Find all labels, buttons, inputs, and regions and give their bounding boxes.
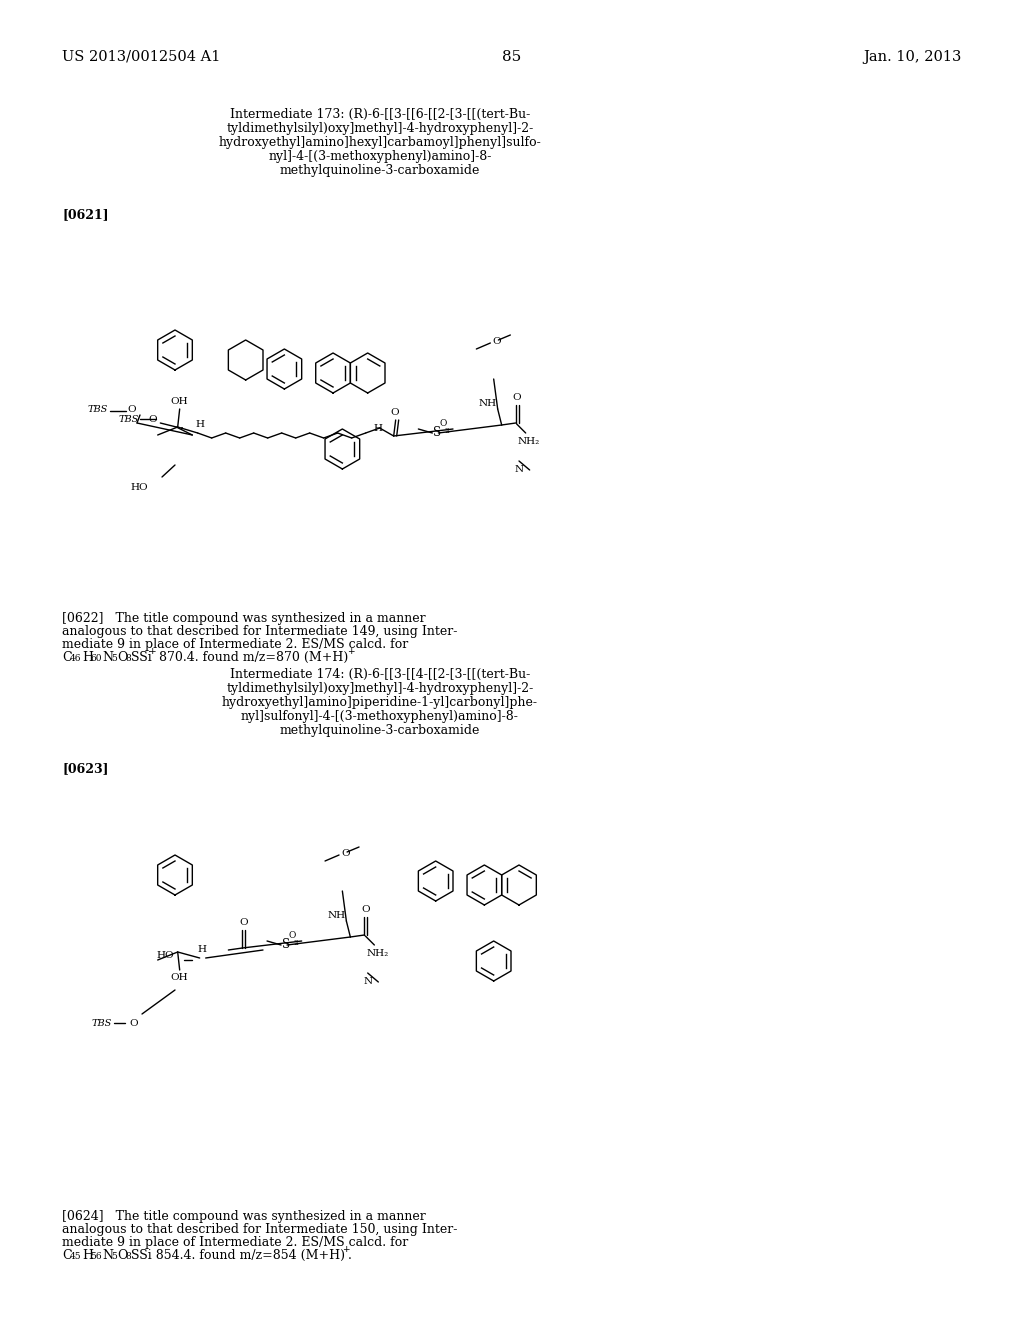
Text: 56: 56: [90, 1251, 101, 1261]
Text: O: O: [130, 1019, 138, 1028]
Text: nyl]sulfonyl]-4-[(3-methoxyphenyl)amino]-8-: nyl]sulfonyl]-4-[(3-methoxyphenyl)amino]…: [241, 710, 519, 723]
Text: SSi: SSi: [131, 651, 152, 664]
Text: analogous to that described for Intermediate 149, using Inter-: analogous to that described for Intermed…: [62, 624, 458, 638]
Text: O: O: [390, 408, 399, 417]
Text: HO: HO: [130, 483, 148, 491]
Text: S: S: [282, 937, 290, 950]
Text: OH: OH: [171, 973, 188, 982]
Text: O: O: [117, 651, 127, 664]
Text: N: N: [514, 465, 523, 474]
Text: N: N: [102, 651, 113, 664]
Text: H: H: [82, 1249, 93, 1262]
Text: 2: 2: [444, 426, 450, 436]
Text: methylquinoline-3-carboxamide: methylquinoline-3-carboxamide: [280, 164, 480, 177]
Text: C: C: [62, 1249, 72, 1262]
Text: tyldimethylsilyl)oxy]methyl]-4-hydroxyphenyl]-2-: tyldimethylsilyl)oxy]methyl]-4-hydroxyph…: [226, 121, 534, 135]
Text: N: N: [102, 1249, 113, 1262]
Text: 5: 5: [111, 653, 117, 663]
Text: hydroxyethyl]amino]hexyl]carbamoyl]phenyl]sulfo-: hydroxyethyl]amino]hexyl]carbamoyl]pheny…: [219, 136, 542, 149]
Text: hydroxyethyl]amino]piperidine-1-yl]carbonyl]phe-: hydroxyethyl]amino]piperidine-1-yl]carbo…: [222, 696, 538, 709]
Text: 5: 5: [111, 1251, 117, 1261]
Text: TBS: TBS: [88, 405, 108, 414]
Text: H: H: [196, 420, 204, 429]
Text: TBS: TBS: [92, 1019, 112, 1028]
Text: OH: OH: [171, 397, 188, 407]
Text: [0622]   The title compound was synthesized in a manner: [0622] The title compound was synthesize…: [62, 612, 426, 624]
Text: H: H: [82, 651, 93, 664]
Text: O: O: [493, 337, 501, 346]
Text: O: O: [148, 414, 158, 424]
Text: tyldimethylsilyl)oxy]methyl]-4-hydroxyphenyl]-2-: tyldimethylsilyl)oxy]methyl]-4-hydroxyph…: [226, 682, 534, 696]
Text: NH: NH: [478, 399, 497, 408]
Text: H: H: [373, 424, 382, 433]
Text: .: .: [348, 1249, 352, 1262]
Text: 85: 85: [503, 50, 521, 63]
Text: TBS: TBS: [118, 414, 138, 424]
Text: 8: 8: [125, 1251, 131, 1261]
Text: +: +: [342, 1245, 349, 1254]
Text: +: +: [148, 647, 156, 656]
Text: NH: NH: [328, 911, 345, 920]
Text: mediate 9 in place of Intermediate 2. ES/MS calcd. for: mediate 9 in place of Intermediate 2. ES…: [62, 1236, 409, 1249]
Text: Intermediate 174: (R)-6-[[3-[[4-[[2-[3-[[(tert-Bu-: Intermediate 174: (R)-6-[[3-[[4-[[2-[3-[…: [229, 668, 530, 681]
Text: C: C: [62, 651, 72, 664]
Text: 45: 45: [70, 1251, 82, 1261]
Text: O: O: [128, 405, 136, 414]
Text: S: S: [433, 425, 441, 438]
Text: [0621]: [0621]: [62, 209, 109, 220]
Text: NH₂: NH₂: [518, 437, 540, 446]
Text: [0624]   The title compound was synthesized in a manner: [0624] The title compound was synthesize…: [62, 1210, 426, 1224]
Text: analogous to that described for Intermediate 150, using Inter-: analogous to that described for Intermed…: [62, 1224, 458, 1236]
Text: 60: 60: [90, 653, 101, 663]
Text: HO: HO: [157, 952, 174, 961]
Text: +: +: [347, 647, 354, 656]
Text: mediate 9 in place of Intermediate 2. ES/MS calcd. for: mediate 9 in place of Intermediate 2. ES…: [62, 638, 409, 651]
Text: 870.4. found m/z=870 (M+H): 870.4. found m/z=870 (M+H): [155, 651, 348, 664]
Text: 46: 46: [70, 653, 82, 663]
Text: SSi 854.4. found m/z=854 (M+H): SSi 854.4. found m/z=854 (M+H): [131, 1249, 345, 1262]
Text: O: O: [512, 393, 521, 403]
Text: 8: 8: [125, 653, 131, 663]
Text: O: O: [439, 418, 446, 428]
Text: Jan. 10, 2013: Jan. 10, 2013: [863, 50, 962, 63]
Text: [0623]: [0623]: [62, 762, 109, 775]
Text: O: O: [341, 849, 349, 858]
Text: O: O: [288, 931, 295, 940]
Text: N: N: [364, 977, 373, 986]
Text: O: O: [361, 906, 370, 913]
Text: methylquinoline-3-carboxamide: methylquinoline-3-carboxamide: [280, 723, 480, 737]
Text: 2: 2: [293, 939, 298, 946]
Text: US 2013/0012504 A1: US 2013/0012504 A1: [62, 50, 220, 63]
Text: NH₂: NH₂: [367, 949, 389, 958]
Text: Intermediate 173: (R)-6-[[3-[[6-[[2-[3-[[(tert-Bu-: Intermediate 173: (R)-6-[[3-[[6-[[2-[3-[…: [229, 108, 530, 121]
Text: H: H: [198, 945, 206, 954]
Text: •: •: [179, 425, 183, 433]
Text: O: O: [239, 917, 248, 927]
Text: nyl]-4-[(3-methoxyphenyl)amino]-8-: nyl]-4-[(3-methoxyphenyl)amino]-8-: [268, 150, 492, 162]
Text: O: O: [117, 1249, 127, 1262]
